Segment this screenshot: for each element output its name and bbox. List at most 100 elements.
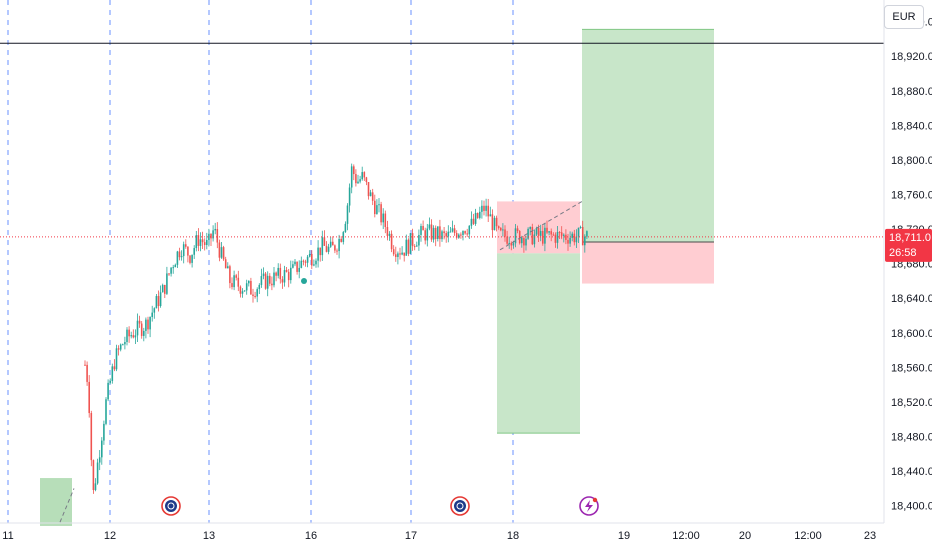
candle-body: [138, 320, 141, 324]
candle-body: [86, 364, 88, 382]
x-tick-label: 12: [104, 530, 116, 542]
candle-body: [489, 214, 492, 217]
candle-body: [214, 228, 216, 231]
candle-body: [159, 292, 162, 307]
candle-body: [224, 259, 227, 269]
candle-body: [208, 233, 210, 240]
candle-body: [411, 233, 414, 247]
current-price-tag[interactable]: [885, 228, 932, 262]
economic-event-icon-inner: [165, 500, 177, 512]
candle-body: [542, 230, 544, 244]
candle-body: [586, 231, 588, 237]
candle-body: [164, 284, 166, 294]
currency-button[interactable]: EUR: [884, 5, 924, 29]
candle-body: [117, 348, 120, 350]
candle-body: [476, 212, 479, 218]
x-tick-label: 23: [864, 530, 876, 542]
event-markers: [161, 496, 599, 516]
candle-body: [388, 233, 391, 236]
candle-body: [546, 227, 548, 233]
x-tick-label: 16: [305, 530, 317, 542]
candle-body: [140, 323, 143, 336]
candle-body: [464, 231, 466, 234]
lightning-glyph: [585, 500, 593, 512]
candle-body: [558, 232, 561, 234]
candle-body: [481, 205, 483, 212]
candle-body: [422, 226, 424, 231]
candle-body: [485, 205, 487, 211]
long-target-zone[interactable]: [582, 29, 714, 243]
candle-body: [145, 319, 147, 331]
candle-body: [166, 273, 168, 294]
candle-body: [336, 250, 338, 252]
candle-body: [264, 273, 267, 289]
candle-body: [84, 364, 86, 366]
candle-body: [260, 276, 263, 285]
candle-body: [441, 231, 443, 240]
candle-body: [197, 235, 200, 246]
candle-body: [338, 238, 340, 252]
candle-body: [231, 283, 233, 288]
candle-body: [111, 366, 114, 381]
candle-body: [363, 172, 366, 178]
candle-body: [451, 228, 454, 232]
candle-body: [359, 179, 361, 182]
long-stop-zone[interactable]: [582, 242, 714, 284]
economic-event-icon-2-inner: [454, 500, 466, 512]
candle-body: [413, 246, 416, 248]
candle-body: [294, 261, 296, 265]
candle-body: [399, 253, 401, 255]
y-tick-label: 18,560.0: [891, 362, 932, 374]
candle-body: [533, 234, 536, 245]
candle-body: [191, 254, 193, 263]
candle-body: [500, 228, 502, 231]
candle-body: [302, 260, 305, 262]
candle-body: [222, 247, 225, 260]
short-target-zone[interactable]: [497, 253, 580, 434]
candle-body: [512, 243, 515, 246]
candle-body: [367, 182, 370, 197]
candle-body: [317, 247, 319, 261]
economic-event-icon-ring: [167, 502, 175, 510]
candle-body: [94, 483, 97, 491]
candle-body: [462, 231, 464, 236]
candle-body: [497, 226, 500, 229]
candle-body: [556, 232, 559, 243]
countdown-label: 26:58: [889, 247, 917, 259]
candles: [59, 163, 588, 523]
candle-body: [323, 237, 326, 246]
candle-body: [168, 273, 170, 275]
candle-body: [504, 229, 506, 237]
candle-body: [271, 283, 273, 286]
candle-body: [554, 234, 557, 243]
candle-body: [132, 335, 135, 338]
current-price-group: 18,711.0 26:58: [0, 228, 932, 262]
candle-body: [390, 233, 393, 250]
candle-body: [340, 238, 342, 242]
x-tick-label: 17: [405, 530, 417, 542]
x-tick-label: 20: [739, 530, 751, 542]
candle-body: [382, 213, 384, 223]
candle-body: [212, 230, 214, 239]
candle-body: [269, 275, 271, 284]
candle-body: [311, 253, 313, 266]
candle-body: [147, 319, 149, 330]
candle-body: [403, 252, 405, 256]
candle-body: [350, 166, 353, 188]
candle-body: [437, 226, 439, 239]
candle-body: [523, 237, 525, 246]
y-tick-label: 18,640.0: [891, 293, 932, 305]
previous-long-zone[interactable]: [40, 478, 72, 526]
candle-body: [193, 248, 195, 255]
candle-body: [579, 226, 582, 228]
candle-body: [458, 234, 460, 238]
candle-body: [376, 205, 378, 215]
candle-body: [174, 264, 177, 268]
candle-body: [128, 329, 130, 337]
candle-body: [250, 280, 252, 295]
candle-body: [531, 227, 534, 245]
candle-body: [248, 280, 250, 284]
candle-body: [281, 279, 284, 283]
candle-body: [426, 228, 429, 241]
